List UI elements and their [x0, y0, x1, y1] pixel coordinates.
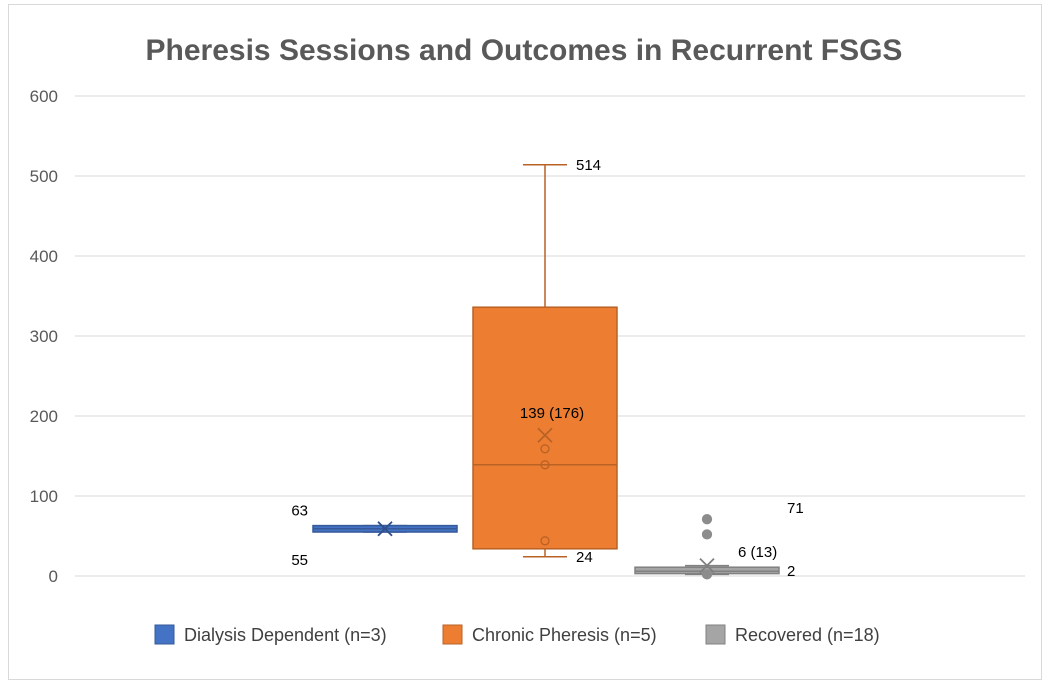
chart-title: Pheresis Sessions and Outcomes in Recurr… — [146, 34, 903, 67]
legend-item-3: Recovered (n=18) — [705, 624, 880, 645]
box-1 — [312, 521, 458, 537]
data-label: 63 — [291, 503, 308, 520]
data-labels: 63 55 514 139 (176) 24 71 6 (13) 2 — [291, 157, 803, 580]
data-point — [540, 444, 550, 454]
data-label: 71 — [787, 500, 804, 517]
y-axis: 0 100 200 300 400 500 600 — [30, 87, 58, 586]
y-tick-label: 400 — [30, 247, 58, 266]
legend-label: Recovered (n=18) — [735, 625, 880, 645]
box-iqr — [472, 306, 618, 550]
data-point — [540, 536, 550, 546]
box-3 — [634, 514, 780, 580]
data-point — [701, 569, 713, 580]
box-2 — [472, 164, 618, 558]
legend-item-1: Dialysis Dependent (n=3) — [154, 624, 387, 645]
mean-marker — [377, 521, 393, 537]
data-label: 55 — [291, 552, 308, 569]
legend-item-2: Chronic Pheresis (n=5) — [442, 624, 657, 645]
legend-swatch — [154, 624, 175, 645]
y-tick-label: 200 — [30, 407, 58, 426]
y-tick-label: 300 — [30, 327, 58, 346]
legend: Dialysis Dependent (n=3) Chronic Pheresis… — [154, 624, 880, 645]
legend-label: Dialysis Dependent (n=3) — [184, 625, 387, 645]
data-label: 2 — [787, 563, 795, 580]
gridlines — [75, 95, 1025, 577]
legend-label: Chronic Pheresis (n=5) — [472, 625, 657, 645]
y-tick-label: 100 — [30, 487, 58, 506]
data-label: 514 — [576, 157, 601, 174]
mean-marker — [537, 427, 553, 443]
box-series — [312, 164, 780, 580]
y-tick-label: 500 — [30, 167, 58, 186]
data-point — [701, 514, 713, 525]
legend-swatch — [442, 624, 463, 645]
data-point — [540, 460, 550, 470]
data-label: 139 (176) — [520, 405, 584, 422]
y-tick-label: 600 — [30, 87, 58, 106]
data-point — [701, 529, 713, 540]
y-tick-label: 0 — [49, 567, 58, 586]
data-label: 24 — [576, 549, 593, 566]
legend-swatch — [705, 624, 726, 645]
mean-marker — [699, 557, 715, 574]
data-label: 6 (13) — [738, 544, 777, 561]
